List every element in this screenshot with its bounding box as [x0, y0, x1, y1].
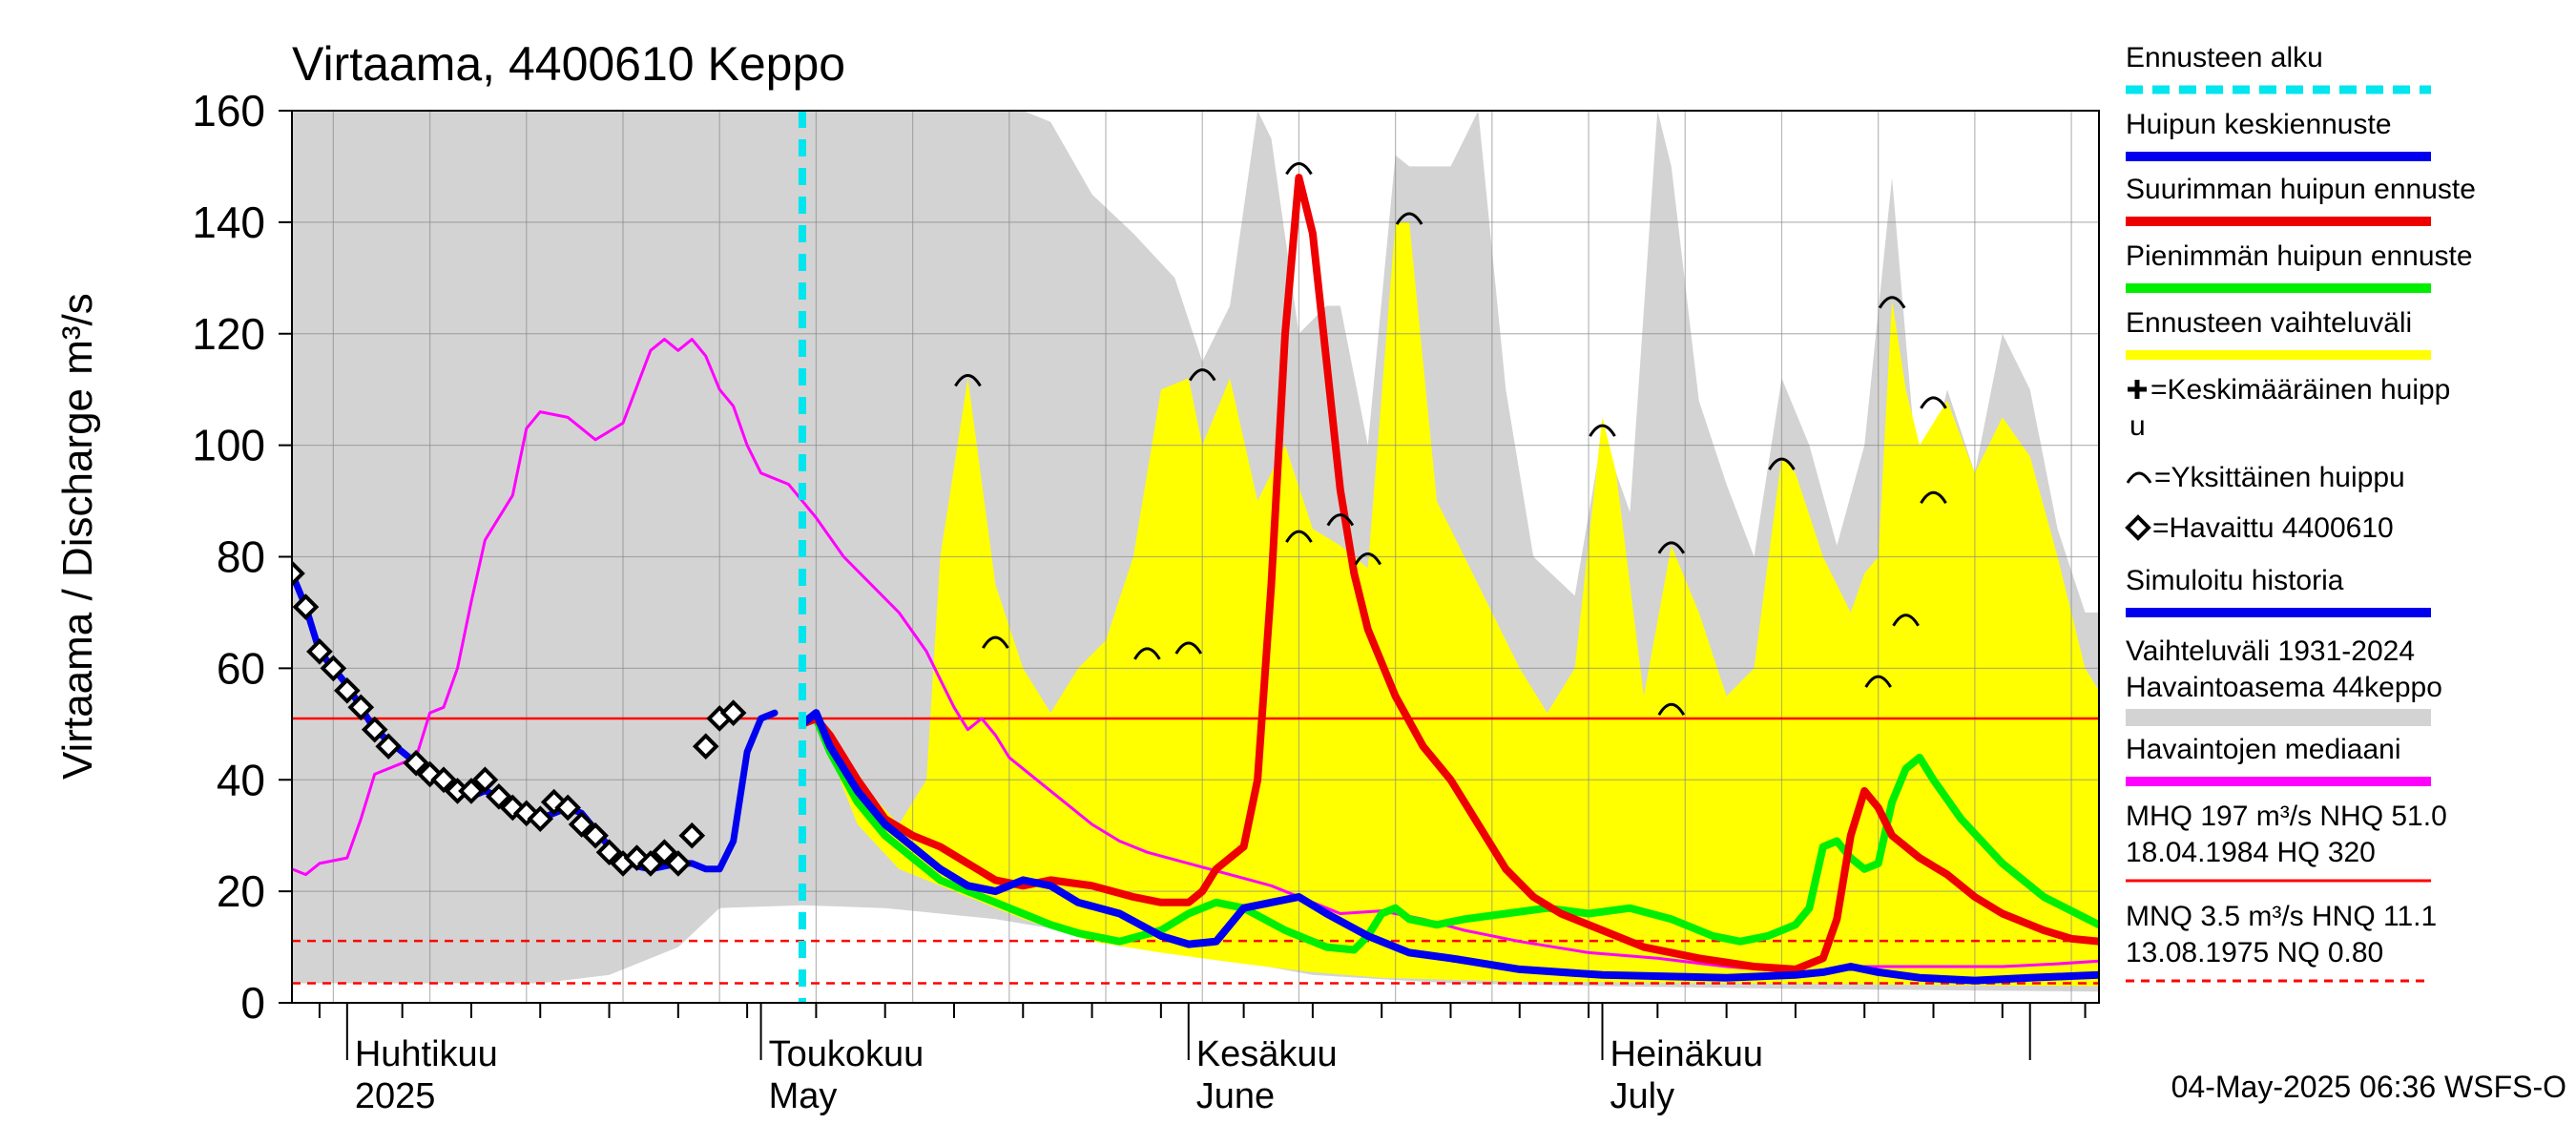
observed-point	[527, 805, 554, 832]
peak-marker	[1768, 457, 1796, 470]
month-label: Heinäkuu	[1610, 1034, 1764, 1074]
month-label-secondary: May	[769, 1076, 838, 1116]
peak-marker	[1864, 675, 1892, 688]
forecast-range-band	[816, 221, 2099, 987]
series-line-havaintojen-mediaani	[292, 338, 2099, 974]
observed-point	[292, 560, 305, 587]
peak-marker	[1285, 530, 1313, 543]
observed-point	[430, 766, 457, 794]
observed-point	[320, 655, 347, 682]
peak-marker	[1589, 424, 1616, 437]
peak-marker	[1657, 702, 1686, 717]
peak-marker	[1395, 212, 1423, 225]
legend-diamond-marker	[2125, 514, 2151, 541]
peak-marker	[982, 635, 1009, 649]
legend-label: Ennusteen vaihteluväli	[2126, 307, 2412, 339]
peak-marker	[1657, 541, 1686, 554]
peak-marker	[1892, 614, 1920, 627]
legend-arc-marker	[2126, 471, 2152, 484]
y-tick-label: 140	[192, 198, 265, 247]
observed-point	[568, 811, 595, 838]
legend-plus-marker	[2128, 380, 2147, 399]
observed-point	[651, 839, 678, 866]
observed-point	[595, 839, 623, 866]
y-axis-unit: m³/s	[54, 293, 101, 375]
y-tick-label: 20	[217, 866, 265, 916]
footer-timestamp: 04-May-2025 06:36 WSFS-O	[2171, 1070, 2566, 1104]
observed-point	[334, 677, 361, 704]
legend-label: MNQ 3.5 m³/s HNQ 11.1	[2126, 901, 2437, 932]
legend-label: =Havaittu 4400610	[2152, 512, 2394, 544]
observed-point	[403, 749, 429, 777]
plot-area	[292, 111, 2099, 1003]
y-tick-label: 0	[240, 978, 265, 1028]
peak-marker	[1920, 396, 1947, 409]
observed-point	[623, 844, 651, 871]
observed-point	[678, 822, 706, 849]
legend-label-secondary: Havaintoasema 44keppo	[2126, 672, 2442, 703]
series-line-pienimm-n-huipun-ennuste	[798, 715, 2099, 954]
legend: Ennusteen alku Huipun keskiennuste Suurimm…	[2125, 42, 2476, 983]
y-tick-label: 100	[192, 421, 265, 470]
legend-label-secondary: 13.08.1975 NQ 0.80	[2126, 937, 2383, 968]
observed-point	[292, 593, 320, 620]
observed-point	[361, 716, 388, 743]
observed-point	[375, 733, 403, 760]
legend-label: Simuloitu historia	[2126, 565, 2344, 596]
observed-point	[692, 733, 719, 760]
month-label-secondary: June	[1196, 1076, 1275, 1116]
observed-point	[458, 778, 485, 804]
y-tick-label: 160	[192, 86, 265, 135]
series-line-huipun-keskiennuste	[798, 709, 2099, 985]
legend-label: MHQ 197 m³/s NHQ 51.0	[2126, 801, 2447, 832]
legend-label-secondary: u	[2129, 410, 2146, 442]
legend-label: Pienimmän huipun ennuste	[2126, 240, 2473, 272]
observed-point	[719, 699, 747, 726]
legend-label: Vaihteluväli 1931-2024	[2126, 635, 2415, 667]
y-tick-label: 60	[217, 643, 265, 693]
legend-label: =Yksittäinen huippu	[2154, 462, 2405, 493]
peak-marker	[954, 374, 982, 387]
observed-point	[306, 638, 333, 665]
observed-point	[664, 850, 692, 877]
y-tick-label: 120	[192, 309, 265, 359]
month-label: Toukokuu	[769, 1034, 924, 1074]
y-axis-label: Virtaama / Discharge	[54, 388, 101, 780]
observed-point	[554, 794, 581, 822]
legend-label-secondary: 18.04.1984 HQ 320	[2126, 837, 2376, 868]
chart-title: Virtaama, 4400610 Keppo	[292, 37, 845, 91]
observed-point	[512, 800, 540, 827]
peak-marker	[1133, 647, 1161, 660]
peak-marker	[1285, 161, 1313, 176]
legend-label: =Keskimääräinen huipp	[2150, 374, 2450, 406]
legend-label: Huipun keskiennuste	[2126, 109, 2392, 140]
y-tick-label: 80	[217, 532, 265, 582]
legend-label: Ennusteen alku	[2126, 42, 2323, 73]
peak-marker	[1326, 513, 1355, 527]
observed-point	[486, 782, 512, 810]
observed-point	[582, 822, 609, 849]
month-label-secondary: July	[1610, 1076, 1675, 1116]
peak-marker	[1188, 368, 1216, 382]
peak-marker	[1920, 490, 1947, 505]
peak-marker	[1174, 641, 1203, 655]
observed-point	[637, 850, 664, 877]
peak-marker	[1354, 552, 1382, 566]
month-label: Huhtikuu	[355, 1034, 498, 1074]
y-tick-label: 40	[217, 755, 265, 804]
month-label-secondary: 2025	[355, 1076, 436, 1116]
observed-point	[347, 694, 375, 721]
legend-label: Havaintojen mediaani	[2126, 734, 2401, 765]
peak-marker	[1878, 296, 1906, 309]
legend-label: Suurimman huipun ennuste	[2126, 174, 2476, 205]
observed-point	[471, 766, 499, 794]
month-label: Kesäkuu	[1196, 1034, 1338, 1074]
